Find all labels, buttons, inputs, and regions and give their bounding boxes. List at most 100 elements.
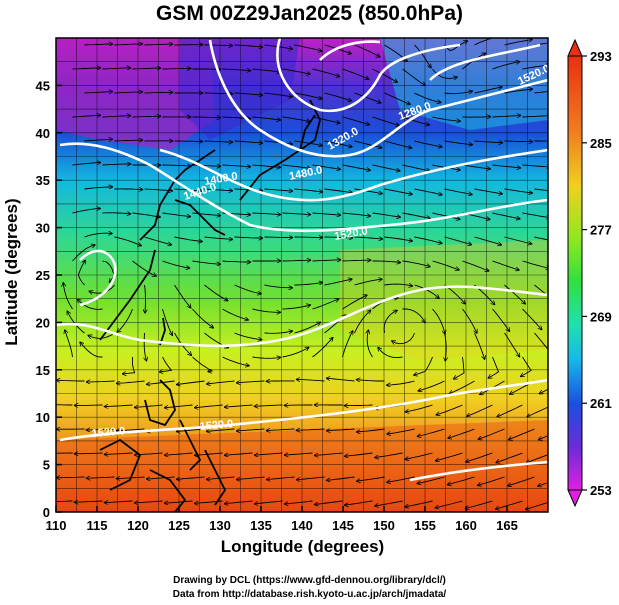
- streamline: [324, 188, 353, 193]
- streamline: [72, 245, 95, 262]
- streamline: [57, 380, 85, 381]
- y-tick-label: 10: [36, 410, 50, 425]
- streamline: [527, 406, 548, 417]
- streamline: [508, 476, 535, 486]
- streamline: [372, 212, 401, 217]
- streamline: [492, 164, 521, 168]
- streamline: [414, 92, 441, 103]
- streamline: [174, 236, 203, 242]
- streamline: [509, 428, 535, 440]
- streamline: [132, 212, 161, 217]
- colorbar-scale: [567, 55, 583, 491]
- streamline: [522, 165, 548, 167]
- contour-label: 1400.0: [203, 170, 238, 188]
- streamline: [504, 236, 532, 244]
- streamline: [432, 308, 445, 334]
- streamline: [237, 381, 265, 383]
- streamline: [405, 500, 433, 507]
- streamline: [504, 332, 520, 357]
- streamline: [324, 92, 352, 101]
- streamline: [342, 212, 371, 216]
- streamline: [504, 89, 533, 94]
- x-tick-label: 110: [46, 518, 67, 533]
- streamline: [165, 500, 193, 503]
- streamline: [432, 212, 460, 219]
- streamline: [565, 42, 593, 45]
- streamline: [354, 237, 383, 239]
- streamline: [105, 453, 133, 454]
- streamline: [474, 332, 485, 359]
- streamline: [384, 92, 411, 104]
- streamline: [56, 404, 73, 406]
- x-tick-label: 125: [168, 518, 190, 533]
- streamline: [315, 452, 343, 455]
- streamline: [204, 284, 228, 301]
- streamline: [474, 38, 501, 46]
- colorbar-tick-label: 253: [590, 483, 612, 498]
- streamline: [207, 428, 235, 431]
- streamline: [534, 91, 548, 94]
- streamline: [534, 188, 548, 192]
- streamline: [117, 429, 145, 431]
- streamline: [234, 284, 262, 294]
- streamline: [162, 260, 190, 268]
- streamline: [354, 188, 383, 194]
- contour-label: 1520.0: [91, 425, 126, 440]
- streamline: [75, 453, 103, 454]
- streamline: [105, 405, 133, 407]
- streamline: [114, 140, 143, 141]
- streamline: [294, 140, 323, 146]
- streamline: [521, 356, 532, 377]
- streamline: [444, 140, 473, 145]
- streamline: [405, 452, 433, 459]
- streamline: [207, 380, 235, 384]
- streamline: [384, 140, 412, 148]
- streamline: [160, 356, 173, 372]
- streamline: [454, 356, 465, 379]
- streamline: [496, 500, 523, 509]
- streamline: [354, 310, 371, 334]
- streamline: [264, 92, 293, 97]
- x-axis-ticks: 110 115 120 125 130 135 140 145 150 155 160 165: [46, 506, 518, 533]
- streamline: [445, 332, 447, 361]
- streamline: [312, 68, 340, 77]
- streamline: [474, 188, 503, 194]
- streamline: [474, 236, 502, 245]
- streamline: [237, 476, 265, 480]
- contour-label: 1520.0: [333, 225, 368, 243]
- streamline: [405, 404, 433, 412]
- colorbar-tick-label: 285: [590, 136, 612, 151]
- streamline: [147, 380, 175, 384]
- streamline: [162, 69, 191, 70]
- streamline: [327, 476, 355, 480]
- streamline: [538, 482, 548, 486]
- streamline: [448, 428, 475, 438]
- streamline: [264, 140, 293, 144]
- streamline: [312, 299, 339, 310]
- streamline: [432, 116, 461, 121]
- streamline: [252, 308, 281, 312]
- streamline: [418, 380, 445, 391]
- streamline: [354, 92, 381, 103]
- streamline: [492, 212, 520, 219]
- streamline: [294, 92, 322, 99]
- streamlines: [56, 38, 593, 510]
- colorbar-tick-label: 293: [590, 49, 612, 64]
- x-tick-label: 145: [332, 518, 354, 533]
- streamline: [84, 233, 113, 238]
- streamline: [327, 378, 355, 382]
- streamline: [87, 429, 115, 430]
- streamline: [117, 380, 145, 383]
- streamline: [444, 236, 472, 245]
- streamline: [312, 260, 341, 261]
- streamline: [462, 260, 489, 271]
- streamline: [392, 332, 415, 344]
- streamline: [387, 428, 415, 434]
- streamline: [135, 404, 163, 407]
- streamline: [384, 188, 413, 194]
- y-tick-label: 45: [36, 78, 50, 93]
- streamline: [492, 260, 520, 270]
- streamline: [114, 189, 143, 190]
- streamline: [144, 236, 172, 245]
- streamline: [255, 500, 283, 504]
